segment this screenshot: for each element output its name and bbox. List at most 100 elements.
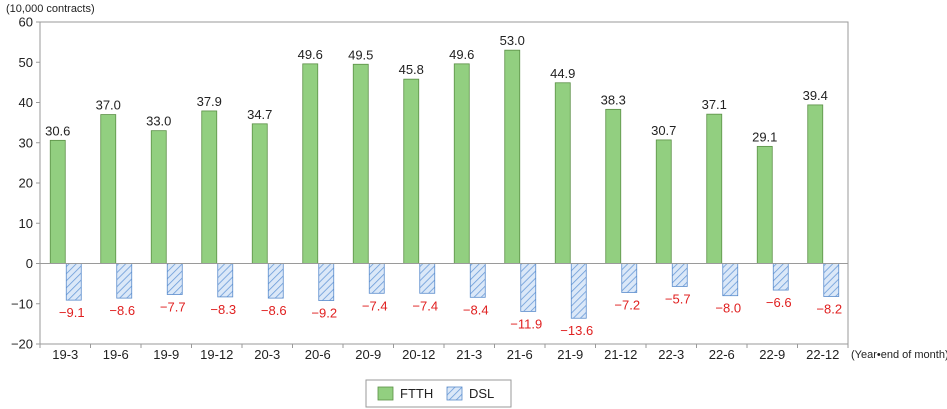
x-tick-label: 19-6 (103, 347, 129, 362)
x-tick-label: 22-12 (806, 347, 839, 362)
data-label-dsl: −11.9 (510, 316, 542, 331)
x-tick-label: 21-3 (456, 347, 482, 362)
data-label-ftth: 49.5 (348, 47, 373, 62)
y-axis-unit-label: (10,000 contracts) (6, 3, 95, 15)
bar-ftth (100, 114, 117, 264)
bar-ftth (251, 123, 268, 264)
bar-dsl (166, 263, 183, 295)
bar-ftth (201, 110, 218, 264)
y-tick-label: −20 (11, 337, 33, 352)
y-tick-label: 20 (19, 176, 33, 191)
y-tick-label: 50 (19, 55, 33, 70)
data-label-dsl: −9.1 (59, 305, 85, 320)
y-tick-label: 30 (19, 135, 33, 150)
bar-dsl (318, 263, 335, 301)
bars (40, 49, 848, 319)
x-tick-label: 19-9 (153, 347, 179, 362)
bar-ftth (150, 130, 167, 264)
bar-ftth (756, 145, 773, 264)
data-label-dsl: −7.7 (160, 299, 186, 314)
bar-ftth (352, 63, 369, 264)
data-label-dsl: −7.4 (412, 298, 438, 313)
bar-dsl (671, 263, 688, 287)
data-label-dsl: −8.6 (109, 303, 135, 318)
bar-dsl (267, 263, 284, 299)
bar-ftth (504, 49, 521, 264)
bar-ftth (302, 63, 319, 264)
x-axis: 19-3 19-6 19-9 19-12 20-3 20-6 20-9 20-12 21-3 21… (39, 344, 849, 362)
x-tick-label: 20-6 (305, 347, 331, 362)
legend-swatch-ftth (377, 386, 394, 401)
data-label-ftth: 49.6 (449, 47, 474, 62)
data-label-dsl: −7.2 (614, 297, 640, 312)
bar-dsl (368, 263, 385, 294)
x-tick-label: 22-9 (759, 347, 785, 362)
bar-ftth (655, 139, 672, 264)
data-label-dsl: −6.6 (766, 295, 792, 310)
y-tick-label: 40 (19, 95, 33, 110)
x-tick-label: 21-9 (557, 347, 583, 362)
data-label-dsl: −8.2 (816, 302, 842, 317)
x-tick-label: 22-6 (709, 347, 735, 362)
data-label-dsl: −9.2 (311, 306, 337, 321)
bar-ftth (49, 139, 66, 264)
bar-dsl (469, 263, 486, 298)
bar-dsl (772, 263, 789, 291)
legend-label-dsl: DSL (469, 386, 494, 401)
data-label-ftth: 30.6 (45, 123, 70, 138)
bar-dsl (116, 263, 133, 299)
data-label-ftth: 44.9 (550, 66, 575, 81)
data-label-ftth: 45.8 (399, 62, 424, 77)
data-label-ftth: 39.4 (803, 88, 828, 103)
bar-ftth (403, 78, 420, 264)
data-label-dsl: −7.4 (362, 298, 388, 313)
bar-ftth (605, 108, 622, 264)
x-tick-label: 19-3 (52, 347, 78, 362)
x-tick-label: 19-12 (200, 347, 233, 362)
x-axis-unit-label: (Year•end of month) (851, 349, 947, 361)
x-tick-label: 20-9 (355, 347, 381, 362)
data-label-ftth: 53.0 (500, 33, 525, 48)
x-tick-label: 20-12 (402, 347, 435, 362)
legend-swatch-dsl (446, 386, 463, 401)
data-label-ftth: 29.1 (752, 129, 777, 144)
bar-dsl (722, 263, 739, 297)
data-label-dsl: −8.4 (463, 302, 489, 317)
y-axis: 60 50 40 30 20 10 0 −10 −20 (11, 15, 40, 352)
x-tick-label: 21-12 (604, 347, 637, 362)
bar-ftth (706, 113, 723, 264)
bar-dsl (823, 263, 840, 297)
data-label-dsl: −8.3 (210, 302, 236, 317)
bar-dsl (520, 263, 537, 312)
y-tick-label: 10 (19, 216, 33, 231)
data-label-ftth: 33.0 (146, 114, 171, 129)
y-tick-label: −10 (11, 296, 33, 311)
data-label-dsl: −13.6 (560, 323, 593, 338)
bar-dsl (621, 263, 638, 293)
data-label-ftth: 38.3 (601, 92, 626, 107)
bar-ftth (453, 63, 470, 264)
data-label-ftth: 37.0 (96, 98, 121, 113)
legend: FTTH DSL (365, 379, 512, 408)
x-tick-label: 21-6 (507, 347, 533, 362)
legend-label-ftth: FTTH (400, 386, 433, 401)
data-label-dsl: −5.7 (665, 291, 691, 306)
bar-ftth (554, 82, 571, 264)
bar-dsl (65, 263, 82, 301)
data-label-dsl: −8.0 (715, 301, 741, 316)
y-tick-label: 0 (26, 256, 33, 271)
data-labels: 30.6 −9.1 37.0 −8.6 33.0 −7.7 37.9 −8.3 34.7 −8.6… (45, 33, 842, 338)
data-label-ftth: 49.6 (298, 47, 323, 62)
bar-dsl (217, 263, 234, 298)
data-label-ftth: 34.7 (247, 107, 272, 122)
bar-ftth (807, 104, 824, 264)
data-label-dsl: −8.6 (261, 303, 287, 318)
data-label-ftth: 37.9 (197, 94, 222, 109)
x-tick-label: 20-3 (254, 347, 280, 362)
bar-dsl (570, 263, 587, 319)
data-label-ftth: 37.1 (702, 97, 727, 112)
bar-dsl (419, 263, 436, 294)
data-label-ftth: 30.7 (651, 123, 676, 138)
y-tick-label: 60 (19, 15, 33, 30)
